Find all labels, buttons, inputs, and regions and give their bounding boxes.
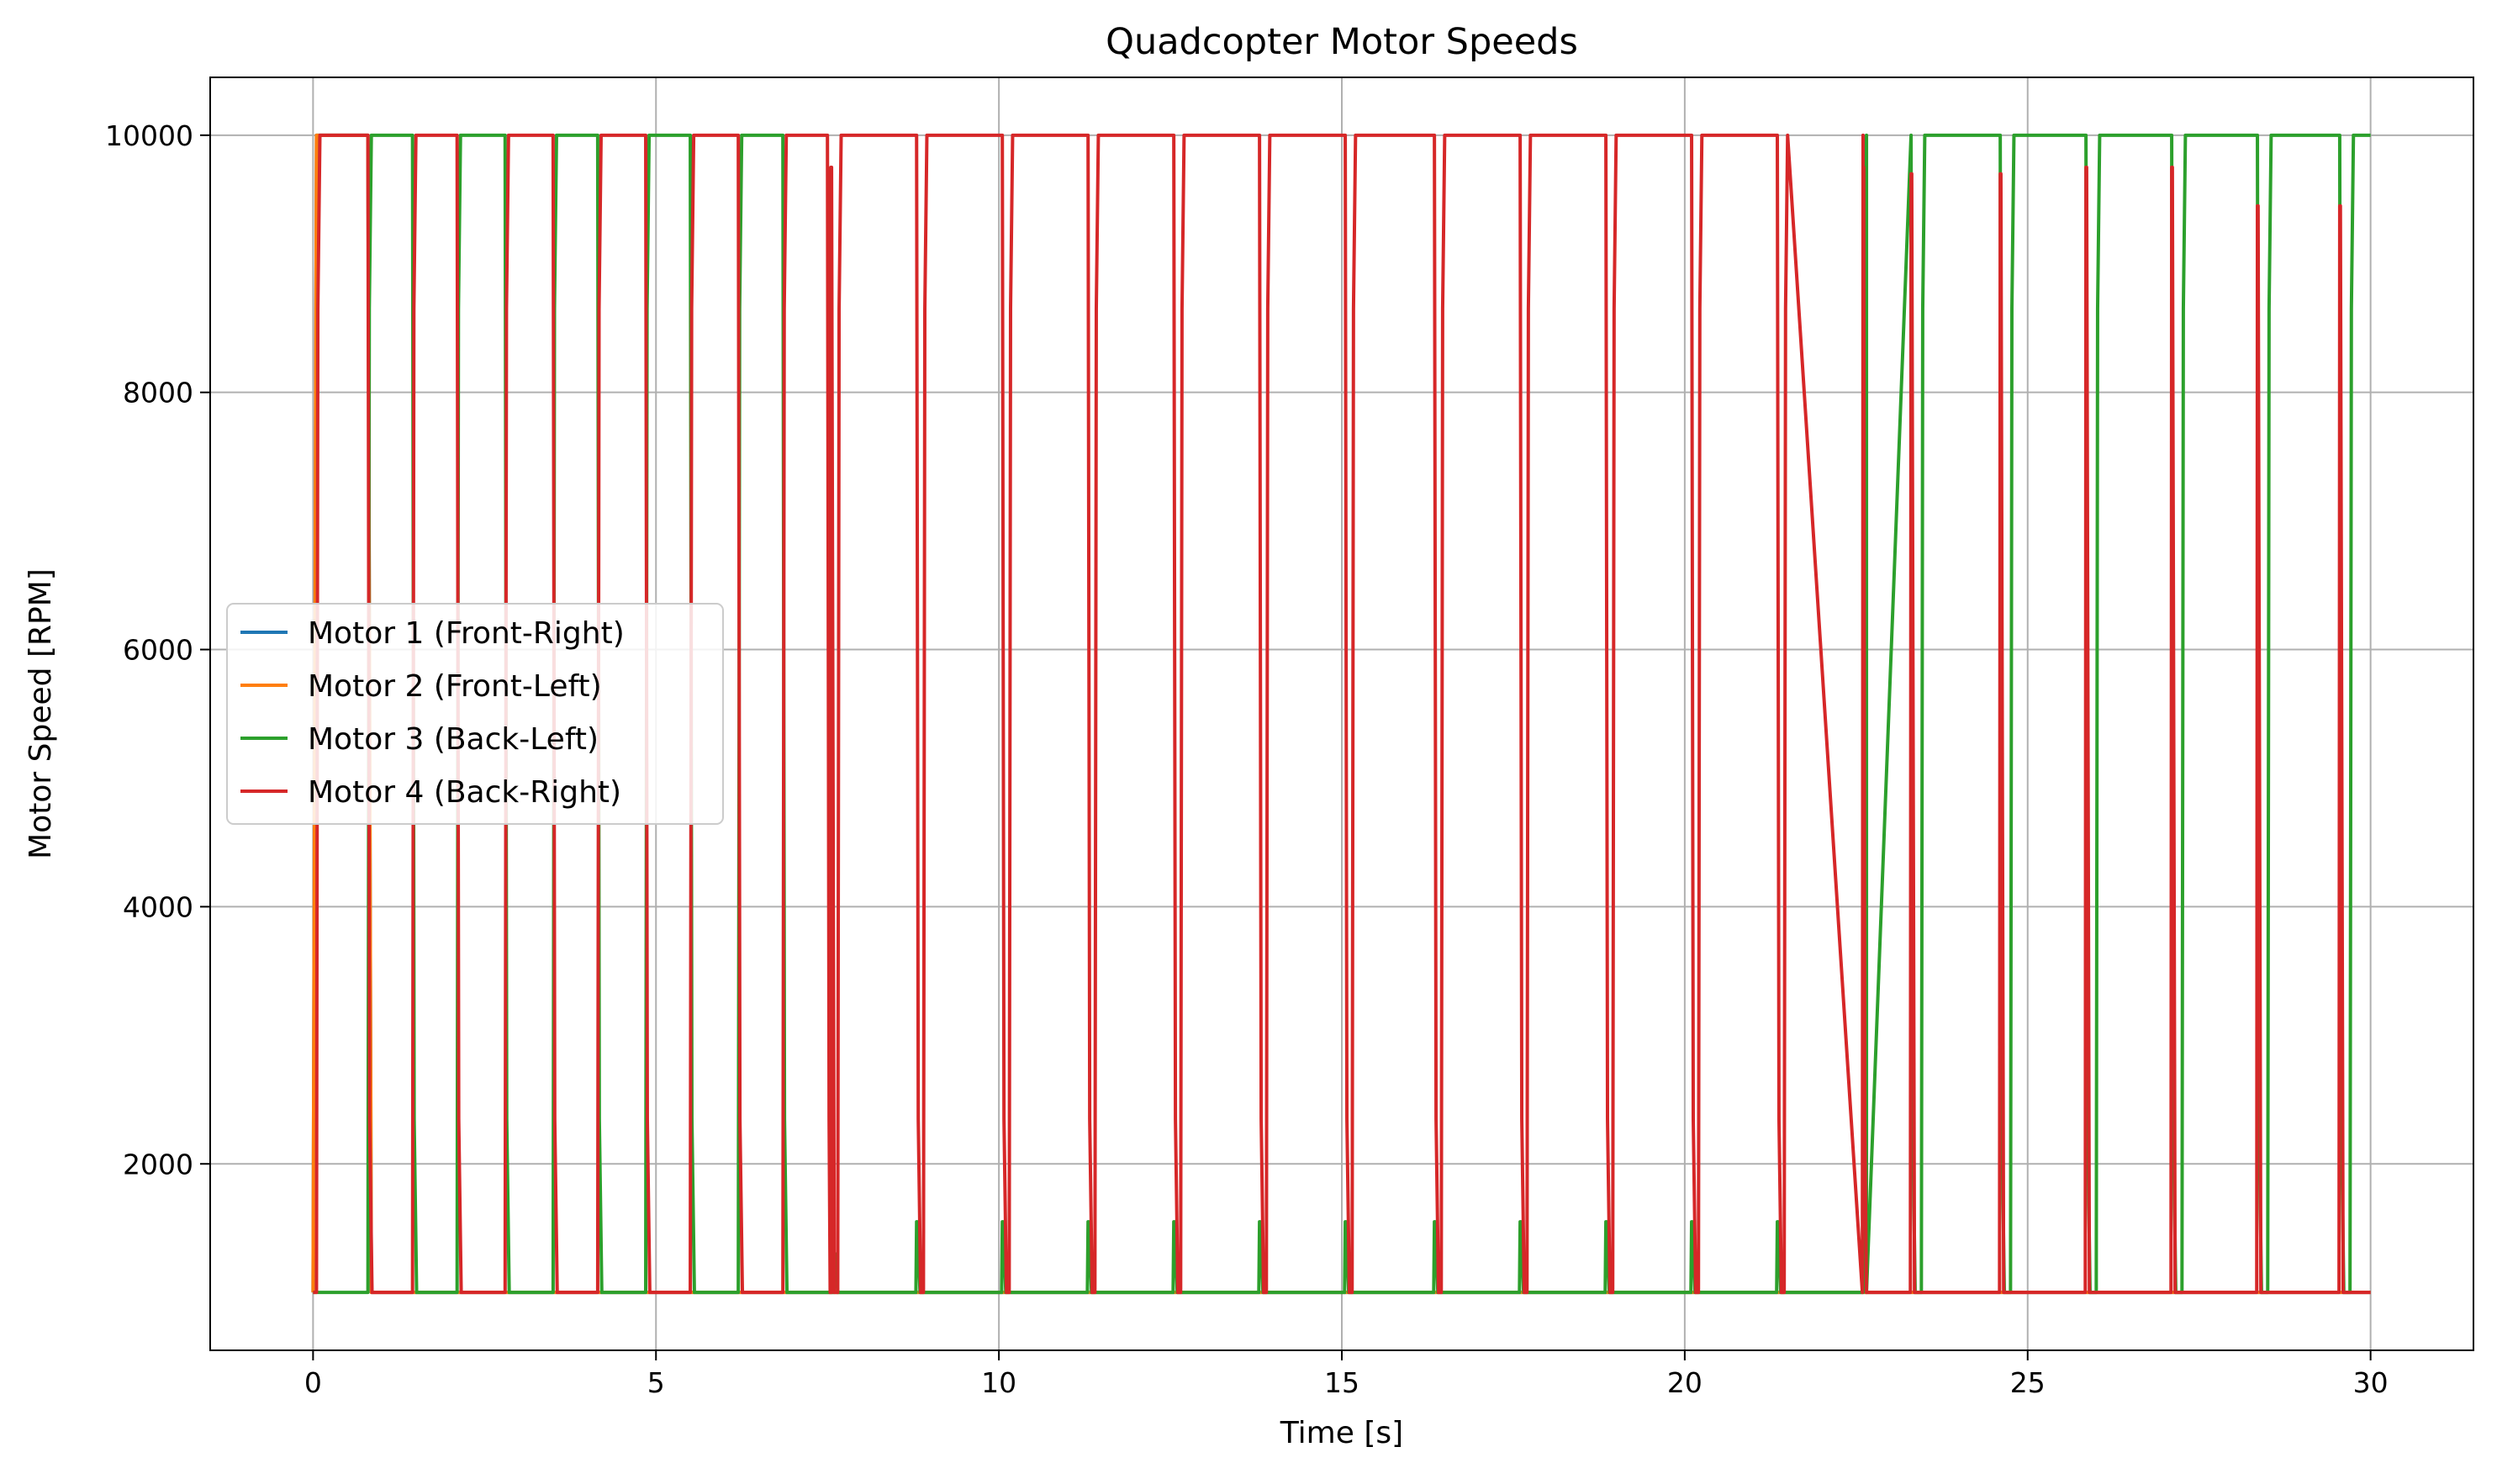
x-axis-label: Time [s] (1280, 1416, 1403, 1450)
y-tick-label: 4000 (123, 890, 193, 923)
legend: Motor 1 (Front-Right) Motor 2 (Front-Left… (226, 603, 724, 825)
chart-title: Quadcopter Motor Speeds (1106, 21, 1578, 63)
x-tick-label: 10 (981, 1366, 1016, 1399)
y-tick-label: 2000 (123, 1148, 193, 1180)
x-tick-label: 30 (2353, 1366, 2389, 1399)
y-tick-label: 10000 (105, 119, 193, 152)
legend-entry-label: Motor 4 (Back-Right) (308, 775, 621, 810)
series-line-motor-4 (313, 133, 2371, 1295)
x-tick-label: 15 (1324, 1366, 1359, 1399)
x-tick-label: 5 (647, 1366, 665, 1399)
series-line-motor-3 (313, 133, 2371, 1295)
series-lines (311, 133, 2371, 1295)
x-tick-label: 0 (304, 1366, 322, 1399)
y-axis: 2000 4000 6000 8000 10000 (105, 119, 210, 1180)
x-axis: 0 5 10 15 20 25 30 (304, 1350, 2389, 1399)
legend-entry-label: Motor 2 (Front-Left) (308, 669, 602, 704)
legend-entry-label: Motor 1 (Front-Right) (308, 616, 625, 651)
x-tick-label: 25 (2010, 1366, 2046, 1399)
x-tick-label: 20 (1667, 1366, 1702, 1399)
legend-entry-label: Motor 3 (Back-Left) (308, 722, 599, 757)
y-tick-label: 8000 (123, 377, 193, 409)
legend-box (226, 603, 724, 825)
y-axis-label: Motor Speed [RPM] (24, 568, 58, 859)
y-tick-label: 6000 (123, 634, 193, 667)
